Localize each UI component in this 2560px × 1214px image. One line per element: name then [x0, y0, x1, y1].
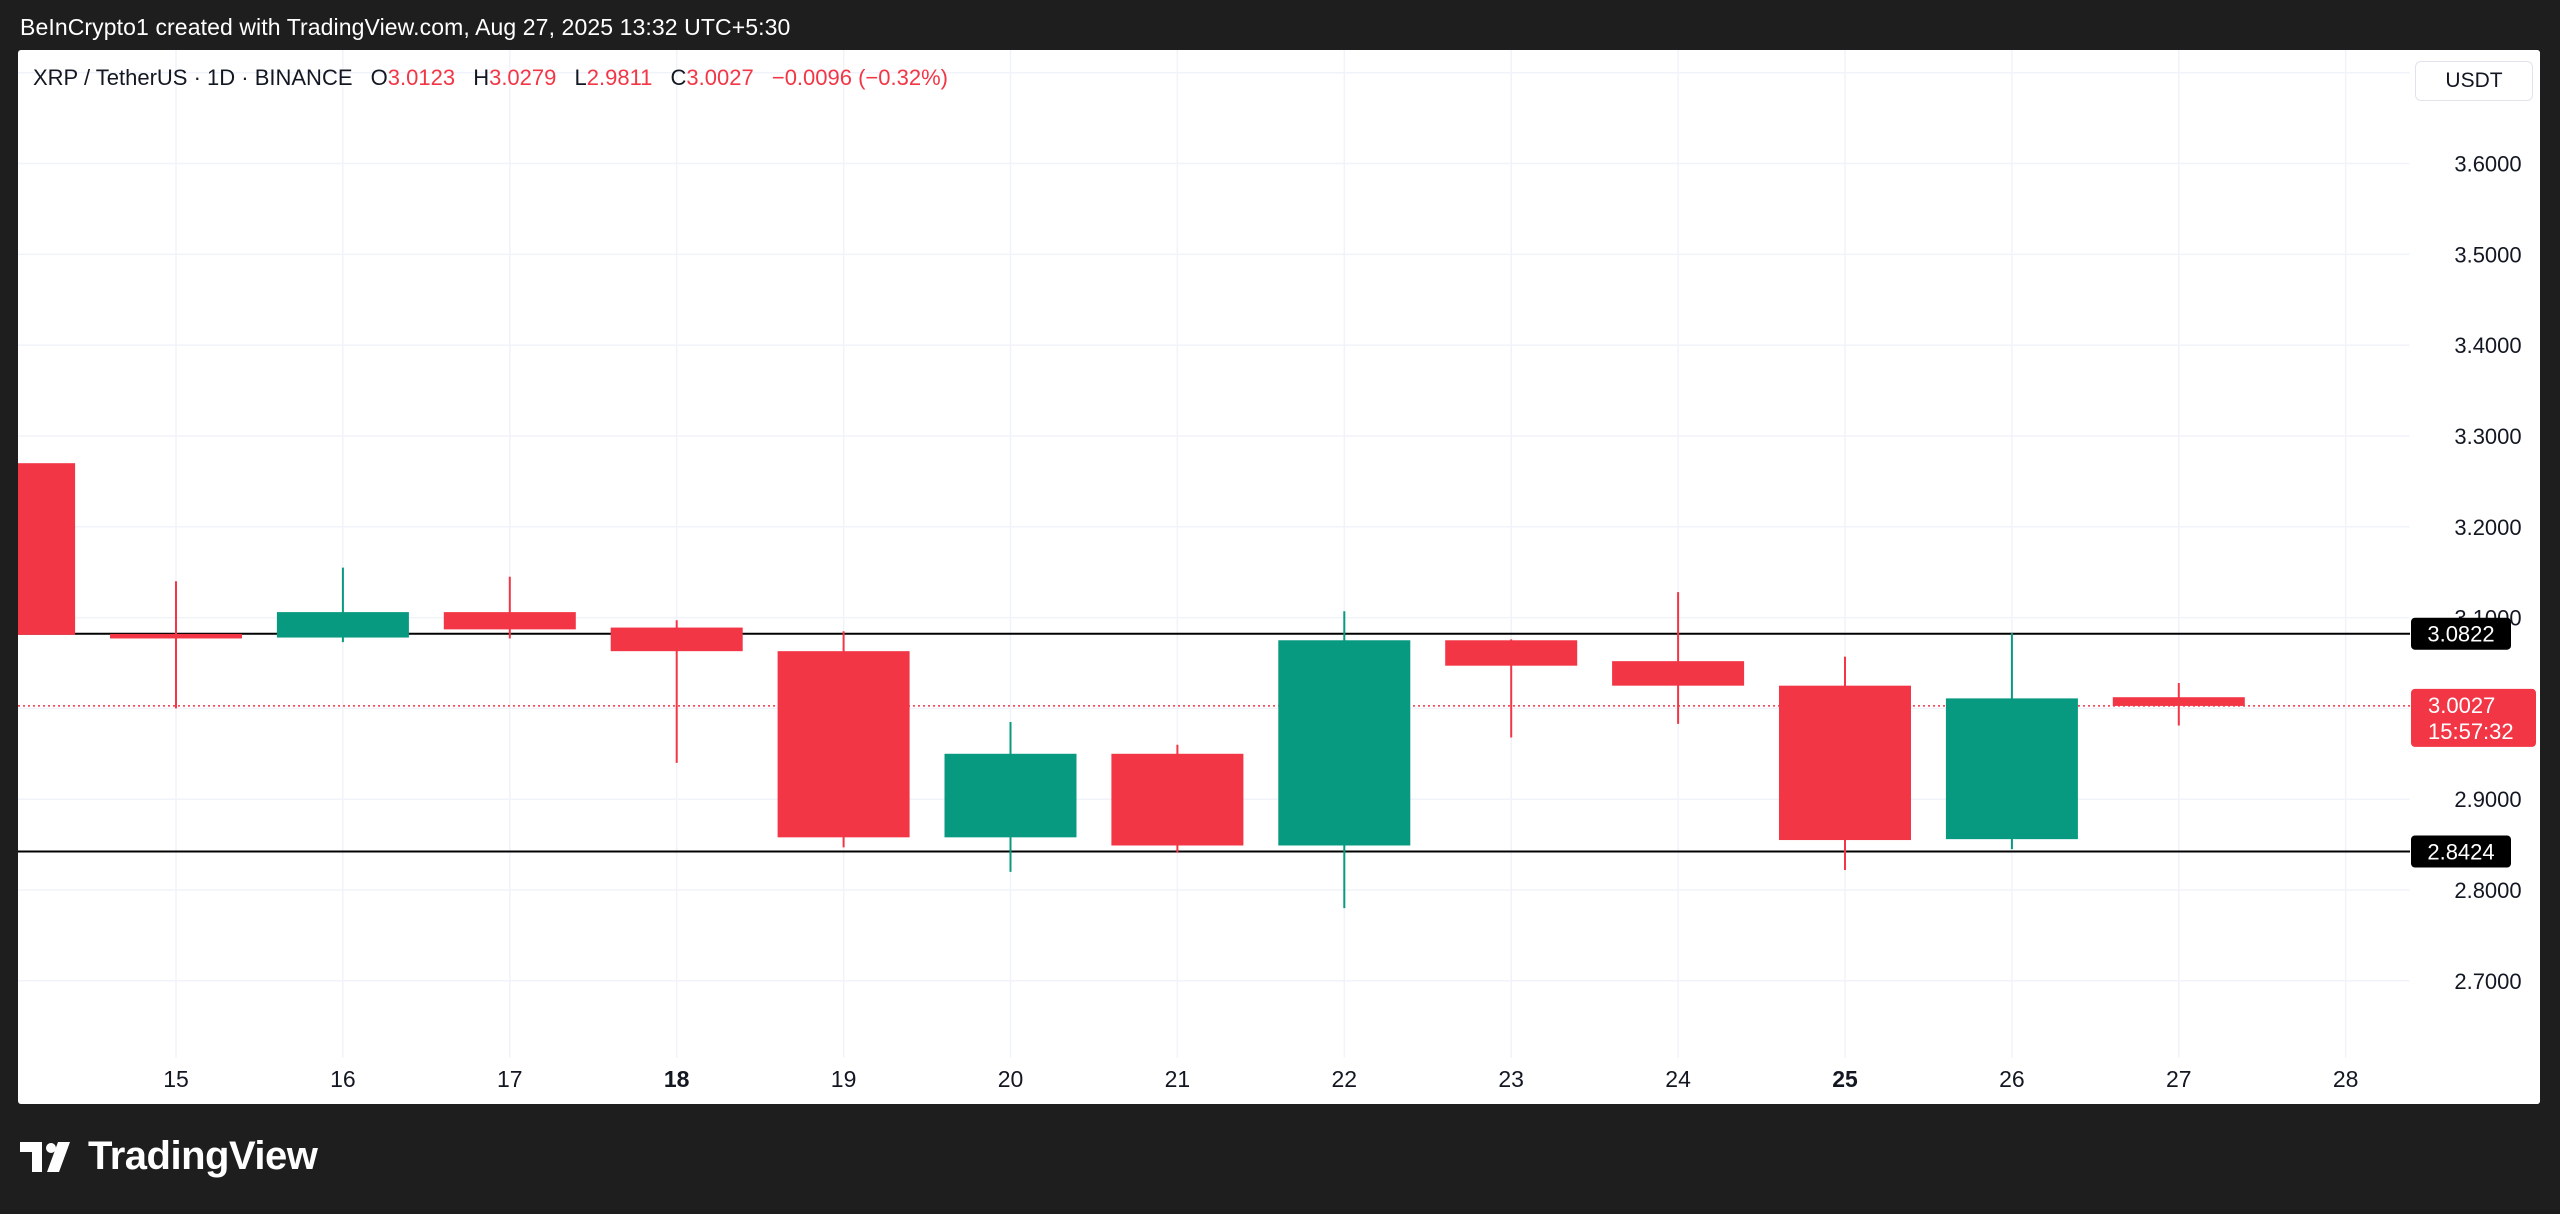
- high-label: H: [473, 65, 490, 90]
- close-label: C: [670, 65, 687, 90]
- candle-body-down[interactable]: [1612, 661, 1745, 686]
- price-tick-label: 3.6000: [2454, 152, 2521, 177]
- chart-panel[interactable]: 3.70003.60003.50003.40003.30003.20003.10…: [18, 50, 2540, 1104]
- price-tick-label: 3.5000: [2454, 242, 2521, 267]
- candle-body-down[interactable]: [443, 612, 576, 630]
- candle-body-down[interactable]: [610, 627, 743, 652]
- time-tick-label: 21: [1165, 1066, 1191, 1092]
- candle-body-down[interactable]: [1111, 753, 1244, 846]
- time-tick-label: 16: [330, 1066, 356, 1092]
- time-tick-label: 20: [998, 1066, 1024, 1092]
- time-tick-label: 18: [664, 1066, 690, 1092]
- currency-button[interactable]: USDT: [2415, 61, 2533, 101]
- tradingview-logo-icon: [20, 1141, 70, 1172]
- low-value: 2.9811: [586, 65, 653, 90]
- price-tick-label: 3.2000: [2454, 515, 2521, 540]
- open-label: O: [370, 65, 388, 90]
- symbol-title[interactable]: XRP / TetherUS · 1D · BINANCE: [33, 65, 353, 90]
- time-tick-label: 23: [1498, 1066, 1524, 1092]
- time-tick-label: 25: [1832, 1066, 1858, 1092]
- candle-body-up[interactable]: [276, 612, 409, 638]
- time-tick-label: 22: [1332, 1066, 1358, 1092]
- brand-name: TradingView: [88, 1134, 318, 1178]
- time-tick-label: 27: [2166, 1066, 2192, 1092]
- candle-body-down[interactable]: [110, 633, 242, 639]
- candle-body-down[interactable]: [1779, 685, 1911, 841]
- change-value: −0.0096 (−0.32%): [771, 65, 948, 90]
- level-price-label: 3.0822: [2427, 622, 2494, 647]
- price-tick-label: 3.4000: [2454, 333, 2521, 358]
- open-value: 3.0123: [387, 65, 456, 90]
- time-tick-label: 17: [497, 1066, 523, 1092]
- chart-credit: BeInCrypto1 created with TradingView.com…: [20, 14, 791, 40]
- tradingview-brand[interactable]: TradingView: [20, 1134, 318, 1179]
- price-tick-label: 2.8000: [2454, 878, 2521, 903]
- candle-body-down[interactable]: [2112, 697, 2245, 706]
- last-price-badge: [2411, 688, 2536, 747]
- candle-body-down[interactable]: [1445, 640, 1578, 666]
- candle-body-down[interactable]: [18, 463, 76, 635]
- price-tick-label: 3.3000: [2454, 424, 2521, 449]
- level-price-label: 2.8424: [2427, 839, 2494, 864]
- level-price-badge: [2411, 835, 2511, 868]
- low-label: L: [574, 65, 587, 90]
- time-tick-label: 24: [1665, 1066, 1691, 1092]
- price-tick-label: 2.9000: [2454, 787, 2521, 812]
- candle-body-up[interactable]: [944, 753, 1077, 838]
- high-value: 3.0279: [489, 65, 557, 90]
- candlestick-chart[interactable]: 3.70003.60003.50003.40003.30003.20003.10…: [18, 50, 2540, 1104]
- price-axis-background: [2411, 50, 2540, 1104]
- time-tick-label: 15: [163, 1066, 189, 1092]
- symbol-legend: XRP / TetherUS · 1D · BINANCE O3.0123 H3…: [33, 65, 948, 91]
- time-tick-label: 26: [1999, 1066, 2025, 1092]
- price-tick-label: 2.7000: [2454, 969, 2521, 994]
- candle-body-up[interactable]: [1945, 698, 2078, 840]
- candle-body-down[interactable]: [777, 651, 910, 838]
- close-value: 3.0027: [686, 65, 754, 90]
- last-price-label: 3.0027: [2428, 693, 2495, 718]
- time-tick-label: 28: [2333, 1066, 2359, 1092]
- countdown-label: 15:57:32: [2428, 719, 2514, 744]
- candle-body-up[interactable]: [1278, 640, 1411, 846]
- level-price-badge: [2411, 617, 2511, 650]
- time-tick-label: 19: [831, 1066, 857, 1092]
